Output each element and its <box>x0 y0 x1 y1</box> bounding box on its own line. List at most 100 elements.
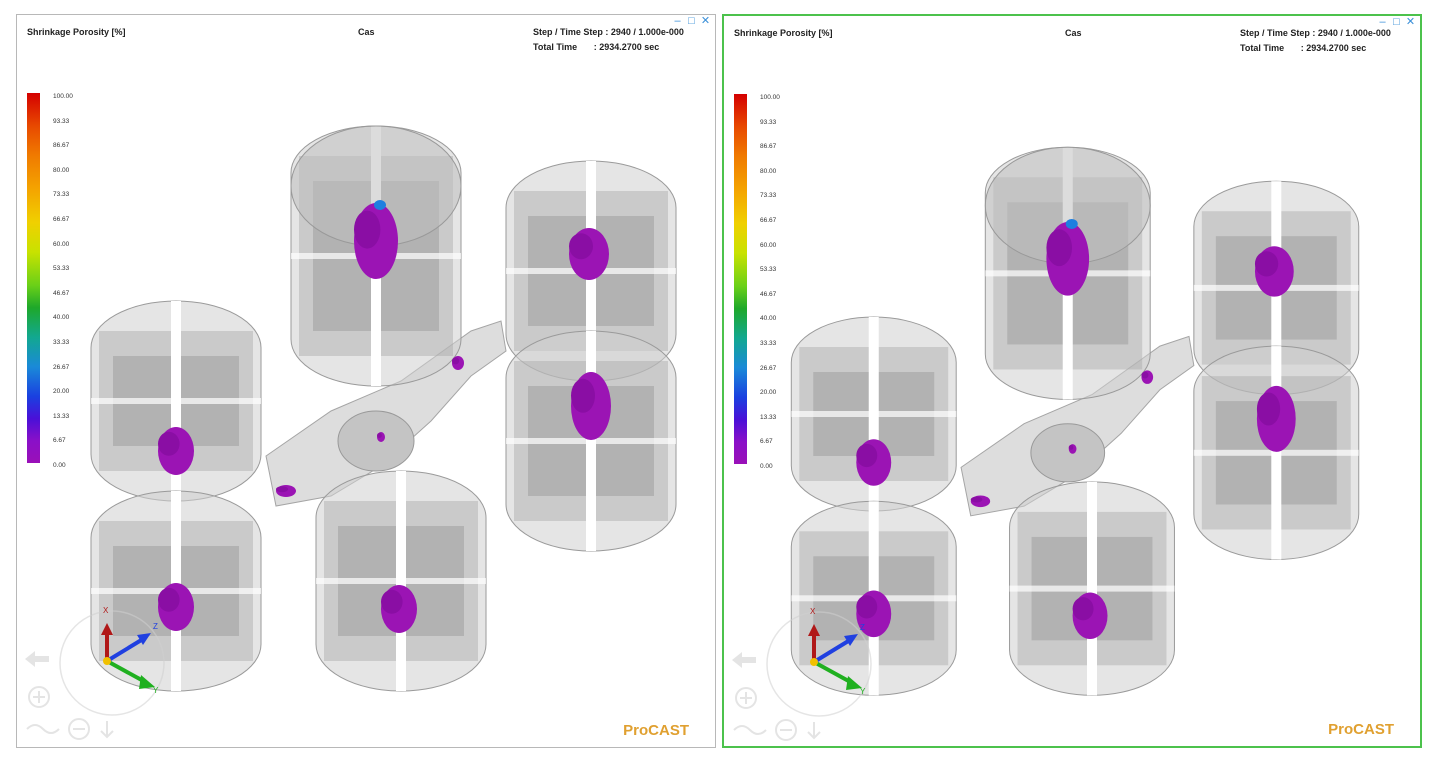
porosity-runner-1 <box>452 356 464 370</box>
total-time-value: : 2934.2700 sec <box>593 42 660 52</box>
legend-label: 53.33 <box>53 265 70 273</box>
casting-3d-view[interactable]: X Z Y <box>17 15 716 748</box>
step-value: 2940 / 1.000e-000 <box>610 27 684 37</box>
casting-3d-view[interactable]: X Z Y <box>724 16 1422 748</box>
porosity-top-center <box>1046 218 1090 296</box>
brand-text: ProCAST <box>623 722 689 739</box>
legend-label: 100.00 <box>53 93 73 100</box>
maximize-icon[interactable]: □ <box>1393 16 1400 28</box>
viewport-left[interactable]: – □ ✕ Shrinkage Porosity [%] Cas Step / … <box>16 14 716 748</box>
axis-triad-icon: X Z Y <box>808 607 866 696</box>
porosity-runner-3 <box>276 485 296 497</box>
close-icon[interactable]: ✕ <box>1405 16 1416 28</box>
axis-x-label: X <box>810 607 816 616</box>
brand-text: ProCAST <box>1328 721 1394 738</box>
axis-triad-icon: X Z Y <box>101 606 159 695</box>
porosity-right-upper <box>1254 246 1294 297</box>
legend-label: 80.00 <box>53 166 70 174</box>
legend-label: 46.67 <box>53 289 70 297</box>
color-legend: 100.00 93.33 86.67 80.00 73.33 66.67 60.00 53.3… <box>734 94 804 470</box>
procast-logo: ProCAST <box>623 722 689 739</box>
step-readout: Step / Time Step : 2940 / 1.000e-000 <box>533 27 684 37</box>
porosity-left-lower <box>158 583 194 631</box>
legend-label: 26.67 <box>760 364 777 372</box>
porosity-right-lower <box>1256 385 1296 452</box>
legend-label: 93.33 <box>760 118 777 126</box>
legend-label: 73.33 <box>53 191 70 199</box>
minimize-icon[interactable]: – <box>1379 16 1386 28</box>
module-bottom-center[interactable] <box>1009 481 1175 696</box>
total-time-label: Total Time <box>1240 43 1285 53</box>
legend-label: 60.00 <box>760 241 777 249</box>
legend-label: 6.67 <box>760 438 773 446</box>
maximize-icon[interactable]: □ <box>688 15 695 27</box>
zoom-in-icon[interactable] <box>735 687 757 709</box>
zoom-in-icon[interactable] <box>28 686 50 708</box>
result-title: Shrinkage Porosity [%] <box>27 27 126 37</box>
porosity-left-lower <box>856 590 892 638</box>
module-right-lower[interactable] <box>1193 345 1360 560</box>
legend-color-bar <box>734 94 747 464</box>
axis-z-label: Z <box>860 623 865 632</box>
legend-label: 73.33 <box>760 192 777 200</box>
result-title: Shrinkage Porosity [%] <box>734 28 833 38</box>
pan-icon[interactable] <box>26 721 114 739</box>
porosity-right-lower <box>571 372 611 440</box>
zoom-out-icon[interactable] <box>775 719 797 741</box>
module-bottom-center[interactable] <box>315 470 487 692</box>
porosity-right-upper <box>569 228 609 280</box>
viewport-right[interactable]: – □ ✕ Shrinkage Porosity [%] Cas Step / … <box>722 14 1422 748</box>
legend-label: 40.00 <box>53 314 70 322</box>
legend-label: 13.33 <box>760 413 777 421</box>
porosity-runner-2 <box>377 432 385 442</box>
legend-label: 13.33 <box>53 412 70 420</box>
legend-label: 66.67 <box>53 216 70 223</box>
total-time-readout: Total Time : 2934.2700 sec <box>533 42 659 52</box>
case-label: Cas <box>358 27 375 37</box>
color-legend: 100.00 93.33 86.67 80.00 73.33 66.67 60.00 53.3… <box>27 93 97 469</box>
case-label: Cas <box>1065 28 1082 38</box>
legend-label: 100.00 <box>760 94 780 101</box>
legend-label: 46.67 <box>760 290 777 298</box>
legend-label: 6.67 <box>53 437 66 445</box>
legend-label: 86.67 <box>760 143 777 151</box>
step-readout: Step / Time Step : 2940 / 1.000e-000 <box>1240 28 1391 38</box>
legend-label: 80.00 <box>760 167 777 175</box>
legend-label: 66.67 <box>760 217 777 224</box>
legend-label: 60.00 <box>53 240 70 248</box>
window-controls: – □ ✕ <box>672 16 711 27</box>
legend-label: 20.00 <box>760 389 777 397</box>
total-time-readout: Total Time : 2934.2700 sec <box>1240 43 1366 53</box>
module-left-upper[interactable] <box>90 300 262 502</box>
porosity-bottom-center <box>381 585 417 633</box>
axis-x-label: X <box>103 606 109 615</box>
rotate-icon[interactable] <box>25 651 49 667</box>
porosity-bottom-center <box>1072 592 1108 640</box>
legend-label: 40.00 <box>760 315 777 323</box>
legend-label: 0.00 <box>53 462 66 469</box>
legend-label: 33.33 <box>53 339 70 346</box>
minimize-icon[interactable]: – <box>674 15 681 27</box>
axis-z-label: Z <box>153 622 158 631</box>
module-right-lower[interactable] <box>505 330 677 552</box>
axis-y-label: Y <box>860 687 866 696</box>
total-time-label: Total Time <box>533 42 578 52</box>
porosity-runner-2 <box>1068 444 1077 454</box>
step-label: Step / Time Step : <box>1240 28 1316 38</box>
legend-label: 0.00 <box>760 463 773 470</box>
step-value: 2940 / 1.000e-000 <box>1317 28 1391 38</box>
runner-system[interactable] <box>960 335 1195 517</box>
step-label: Step / Time Step : <box>533 27 609 37</box>
rotate-icon[interactable] <box>732 652 756 668</box>
pan-icon[interactable] <box>733 722 821 740</box>
window-controls: – □ ✕ <box>1377 17 1416 28</box>
axis-y-label: Y <box>153 686 159 695</box>
runner-system[interactable] <box>265 320 507 507</box>
porosity-left-upper <box>158 427 194 475</box>
module-left-upper[interactable] <box>790 316 957 512</box>
close-icon[interactable]: ✕ <box>700 15 711 27</box>
legend-label: 20.00 <box>53 388 70 396</box>
zoom-out-icon[interactable] <box>68 718 90 740</box>
legend-label: 86.67 <box>53 142 70 150</box>
legend-color-bar <box>27 93 40 463</box>
